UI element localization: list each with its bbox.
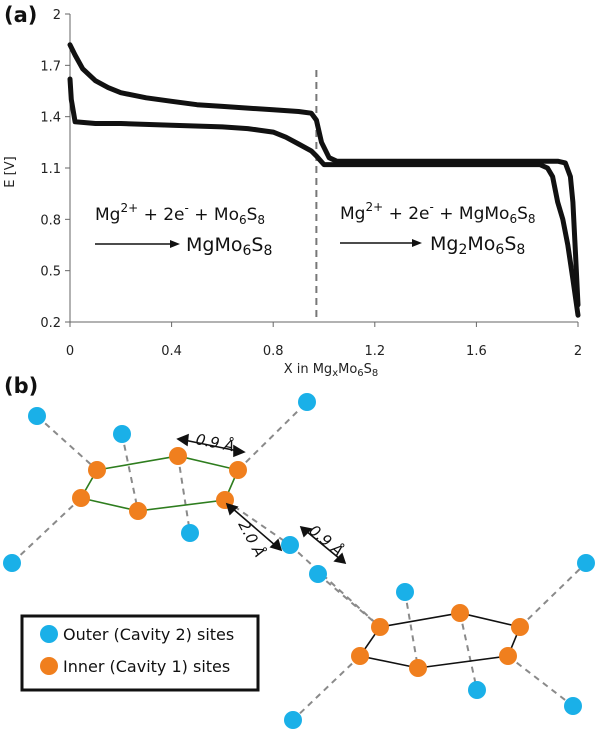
panel-b-label: (b) xyxy=(4,374,38,398)
y-tick-label: 1.4 xyxy=(40,111,61,126)
inner-site xyxy=(229,461,247,479)
inner-site xyxy=(129,502,147,520)
outer-site xyxy=(181,524,199,542)
reaction-1-arrowhead xyxy=(170,240,180,248)
reaction-2-product: Mg2Mo6S8 xyxy=(430,233,525,258)
outer-site xyxy=(577,554,595,572)
inner-sites xyxy=(72,447,529,677)
inner-site xyxy=(371,618,389,636)
voltage-curve-1 xyxy=(67,42,581,308)
x-tick-label: 0.8 xyxy=(263,344,284,359)
x-axis-label: X in MgxMo6S8 xyxy=(284,362,379,379)
y-axis-label: E [V] xyxy=(3,156,18,187)
legend-inner-label: Inner (Cavity 1) sites xyxy=(63,657,230,676)
distance-label-2: 2.0 Å xyxy=(234,517,269,560)
x-tick-label: 1.2 xyxy=(364,344,385,359)
inner-site xyxy=(72,489,90,507)
reaction-2-reactants: Mg2+ + 2e- + MgMo6S8 xyxy=(340,200,536,226)
y-tick-label: 2 xyxy=(53,8,61,23)
reaction-1-product: MgMo6S8 xyxy=(186,234,272,259)
y-tick-label: 0.8 xyxy=(40,213,61,228)
voltage-chart: 2 1.7 1.4 1.1 0.8 0.5 0.2 0 0.4 0.8 1.2 1.6 2 E [V]… xyxy=(3,8,582,379)
outer-site xyxy=(564,697,582,715)
reaction-1: Mg2+ + 2e- + Mo6S8 MgMo6S8 xyxy=(95,201,272,259)
inner-site xyxy=(169,447,187,465)
outer-site xyxy=(113,425,131,443)
outer-site xyxy=(309,565,327,583)
outer-site xyxy=(298,393,316,411)
outer-site xyxy=(396,583,414,601)
outer-site xyxy=(284,711,302,729)
y-ticks: 2 1.7 1.4 1.1 0.8 0.5 0.2 xyxy=(40,8,70,331)
outer-site xyxy=(281,536,299,554)
x-tick-label: 1.6 xyxy=(466,344,487,359)
voltage-curve-2 xyxy=(67,76,581,318)
series-group xyxy=(67,42,581,318)
y-tick-label: 0.2 xyxy=(40,316,61,331)
legend-outer-swatch xyxy=(40,625,58,643)
inner-site xyxy=(88,461,106,479)
reaction-1-reactants: Mg2+ + 2e- + Mo6S8 xyxy=(95,201,265,227)
reaction-2: Mg2+ + 2e- + MgMo6S8 Mg2Mo6S8 xyxy=(340,200,536,258)
x-tick-label: 0 xyxy=(66,344,74,359)
dashed-links xyxy=(11,401,587,721)
y-tick-label: 1.1 xyxy=(40,162,61,177)
panel-a-label: (a) xyxy=(4,3,37,27)
outer-site xyxy=(3,554,21,572)
outer-sites xyxy=(3,393,595,729)
inner-site xyxy=(451,604,469,622)
inner-site xyxy=(409,659,427,677)
x-tick-label: 2 xyxy=(574,344,582,359)
outer-site xyxy=(468,681,486,699)
inner-site xyxy=(351,647,369,665)
legend-outer-label: Outer (Cavity 2) sites xyxy=(63,625,234,644)
legend: Outer (Cavity 2) sites Inner (Cavity 1) … xyxy=(20,614,260,692)
inner-site xyxy=(499,647,517,665)
legend-inner-swatch xyxy=(40,657,58,675)
x-tick-label: 0.4 xyxy=(161,344,182,359)
distance-label-1: 0.9 Å xyxy=(194,429,236,455)
legend-box xyxy=(20,614,260,692)
x-ticks: 0 0.4 0.8 1.2 1.6 2 xyxy=(66,322,582,359)
y-tick-label: 1.7 xyxy=(40,59,61,74)
reaction-2-arrowhead xyxy=(412,239,422,247)
left-hexagon xyxy=(79,455,240,512)
distance-arrows xyxy=(176,433,347,565)
y-tick-label: 0.5 xyxy=(40,265,61,280)
outer-site xyxy=(28,407,46,425)
inner-site xyxy=(511,618,529,636)
